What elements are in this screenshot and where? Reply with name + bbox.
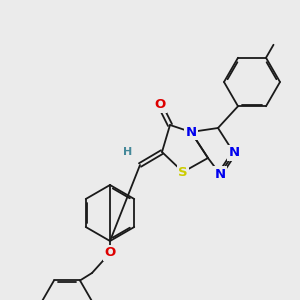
Text: H: H	[123, 147, 133, 157]
Text: O: O	[154, 98, 166, 112]
Text: O: O	[104, 247, 116, 260]
Text: N: N	[185, 125, 197, 139]
Text: N: N	[228, 146, 240, 160]
Text: S: S	[178, 166, 188, 178]
Text: N: N	[214, 167, 226, 181]
